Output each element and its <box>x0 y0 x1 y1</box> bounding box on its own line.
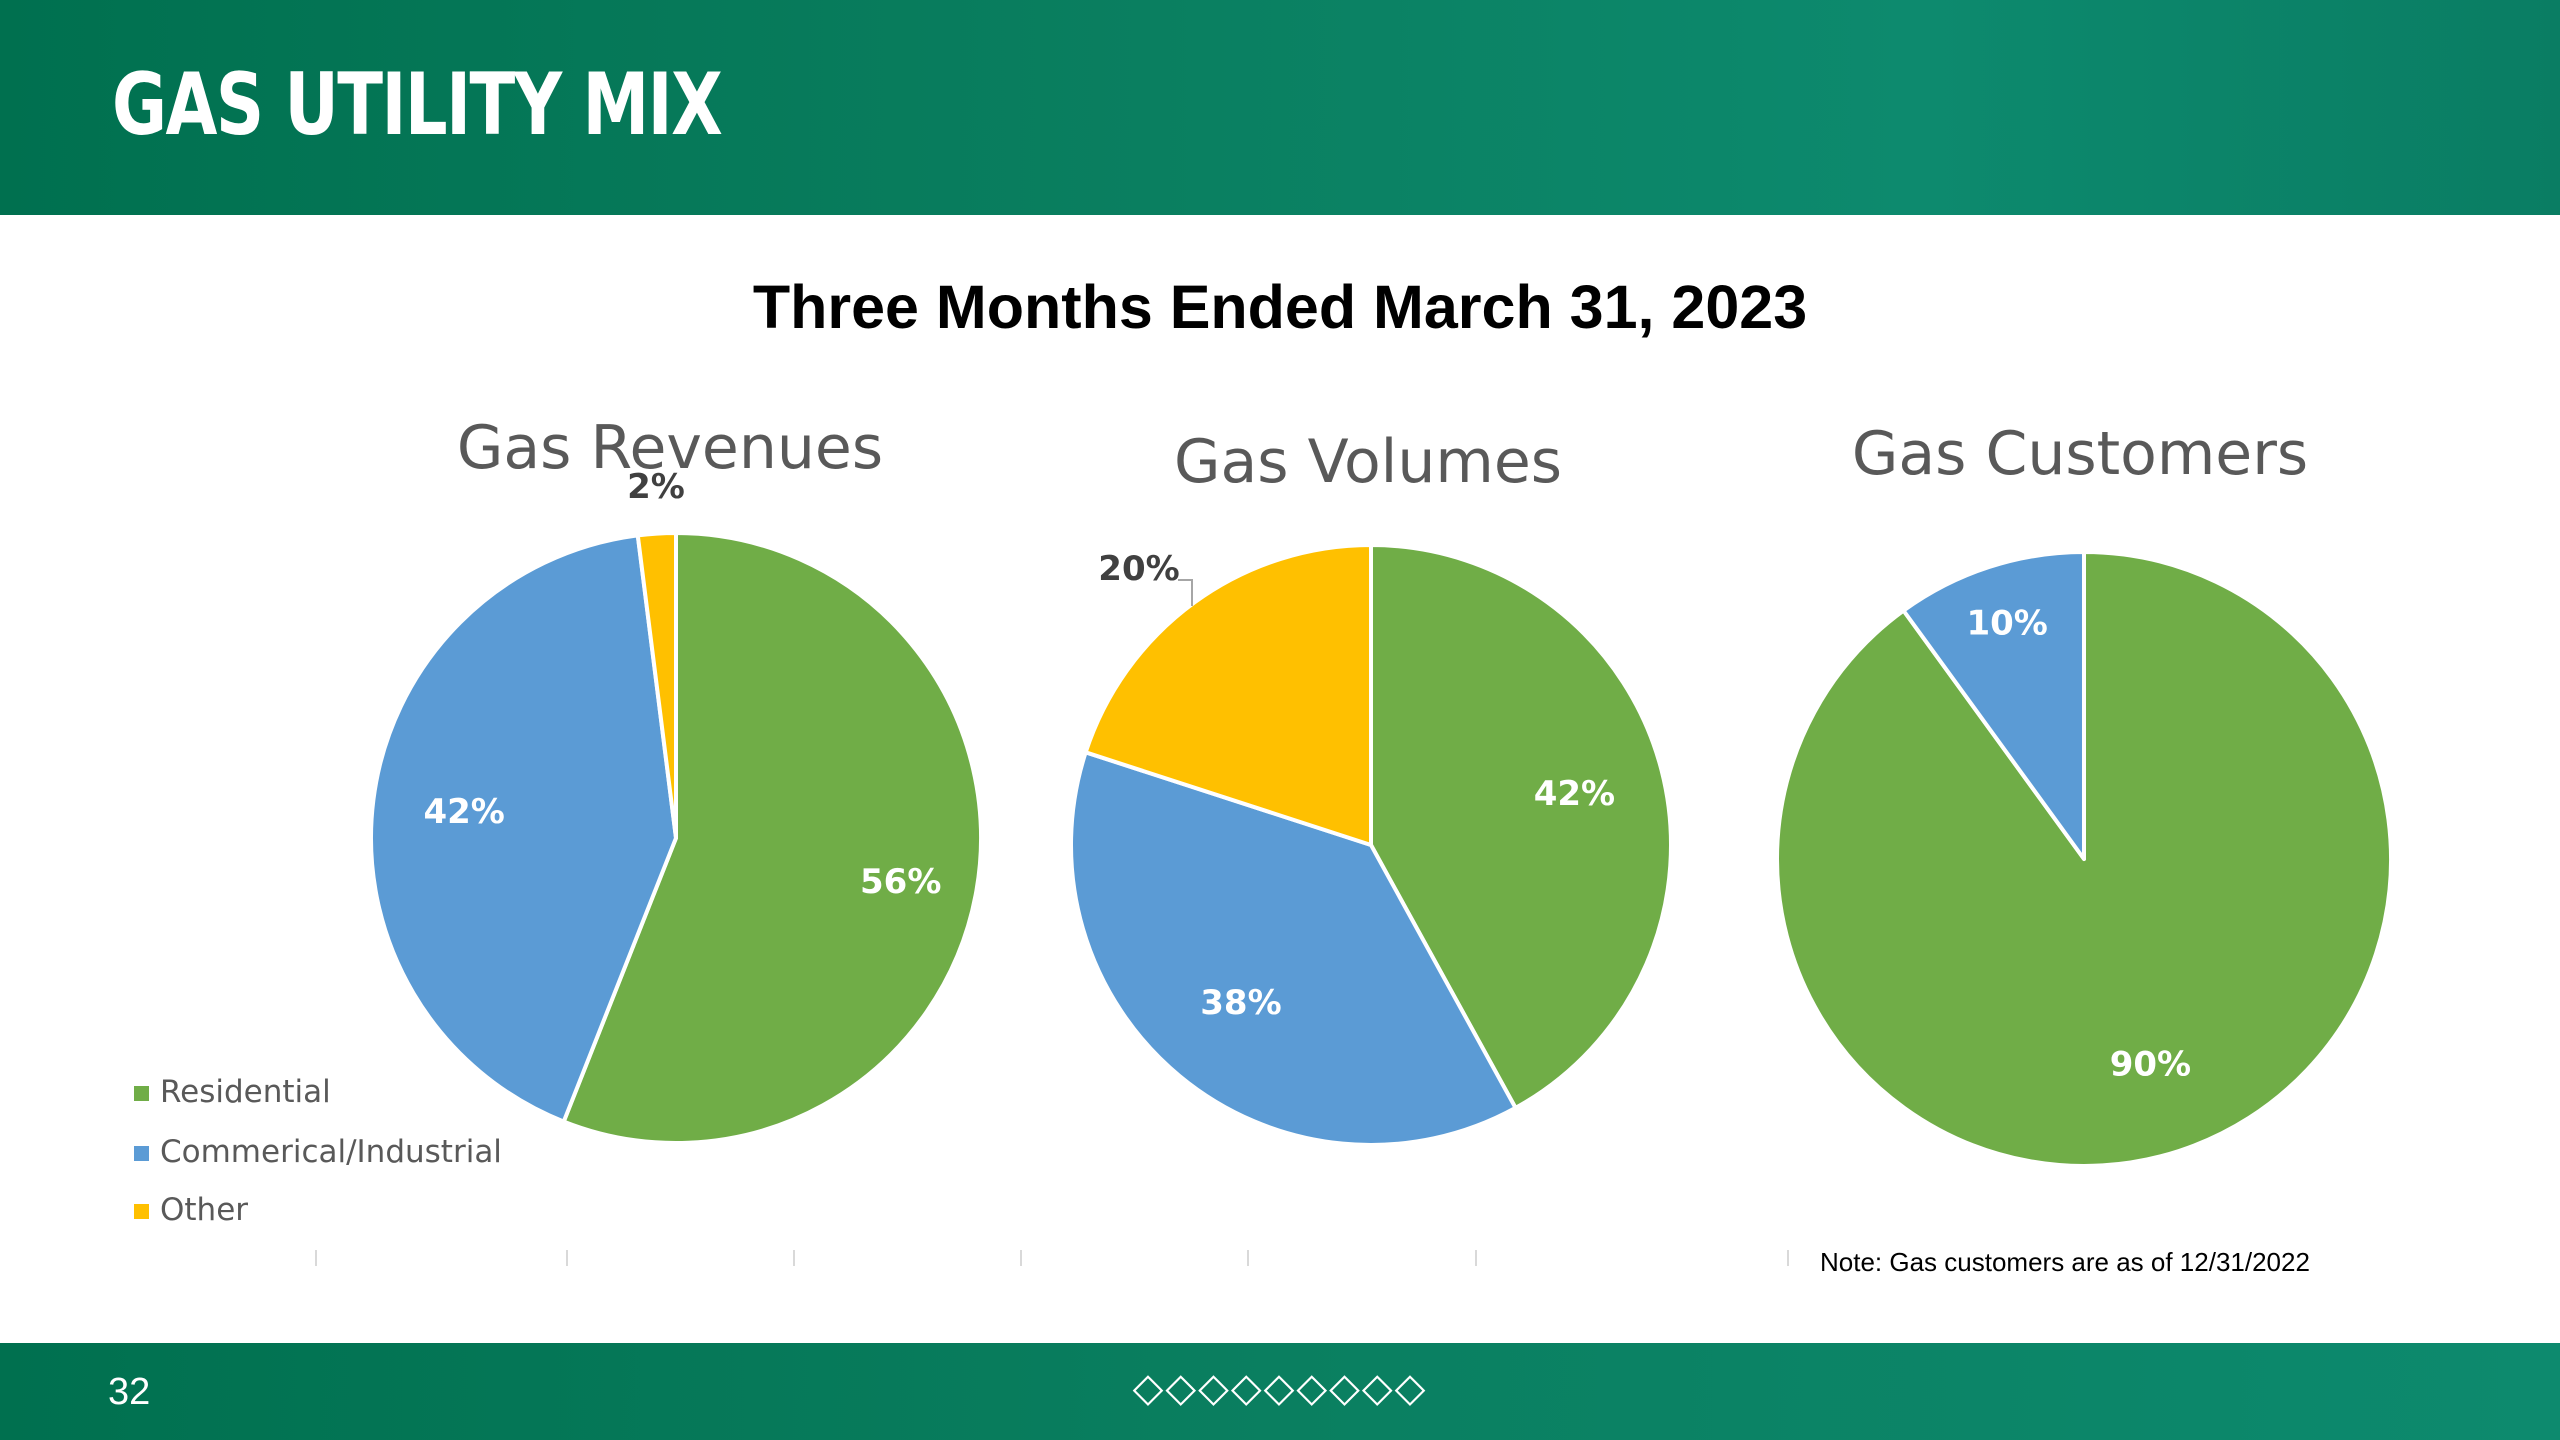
data-label-other: 20% <box>1098 549 1179 589</box>
footer-bar: 32 ◇◇◇◇◇◇◇◇◇ <box>0 1343 2560 1440</box>
pie-charts: Gas Revenues 56% 42% 2% Gas Volumes 42% 38%… <box>134 413 2393 1266</box>
diamond-ornament: ◇◇◇◇◇◇◇◇◇ <box>1132 1365 1428 1411</box>
legend-swatch-residential <box>134 1086 149 1101</box>
data-label-residential: 42% <box>1534 774 1615 814</box>
header-bar: GAS UTILITY MIX <box>0 0 2560 215</box>
gas-revenues-pie: Gas Revenues 56% 42% 2% <box>369 413 984 1145</box>
period-subtitle: Three Months Ended March 31, 2023 <box>752 273 1808 341</box>
gas-customers-pie: Gas Customers 90% 10% <box>1775 419 2393 1168</box>
data-label-other: 2% <box>627 467 685 507</box>
legend-swatch-commercial <box>134 1146 149 1161</box>
page-number: 32 <box>108 1371 151 1413</box>
pie-slice-commerical-industrial <box>369 533 678 1124</box>
legend-other: Other <box>160 1192 248 1228</box>
data-label-residential: 90% <box>2110 1044 2191 1084</box>
pie-slice-other <box>1083 543 1373 847</box>
gas-volumes-title: Gas Volumes <box>1174 427 1562 497</box>
legend: Residential Commerical/Industrial Other <box>134 1074 502 1228</box>
leader-line <box>1178 579 1193 606</box>
axis-ticks <box>315 1250 1789 1266</box>
pie-slice-residential <box>561 531 984 1145</box>
pie-slice-commerical-industrial <box>1069 750 1518 1147</box>
data-label-commerical-industrial: 42% <box>423 792 504 832</box>
gas-customers-title: Gas Customers <box>1852 419 2308 489</box>
data-label-residential: 56% <box>860 862 941 902</box>
legend-residential: Residential <box>160 1074 331 1110</box>
pie-slice-residential <box>1369 543 1673 1110</box>
pie-slice-other <box>635 531 678 840</box>
legend-swatch-other <box>134 1204 149 1219</box>
gas-revenues-title: Gas Revenues <box>457 413 883 483</box>
page-title: GAS UTILITY MIX <box>112 55 723 155</box>
legend-commercial: Commerical/Industrial <box>160 1134 502 1170</box>
pie-slice-commerical-industrial <box>1901 550 2086 861</box>
data-label-commerical-industrial: 10% <box>1966 604 2047 644</box>
footnote: Note: Gas customers are as of 12/31/2022 <box>1820 1247 2310 1277</box>
gas-volumes-pie: Gas Volumes 42% 38% 20% <box>1069 427 1673 1147</box>
data-label-commerical-industrial: 38% <box>1200 983 1281 1023</box>
